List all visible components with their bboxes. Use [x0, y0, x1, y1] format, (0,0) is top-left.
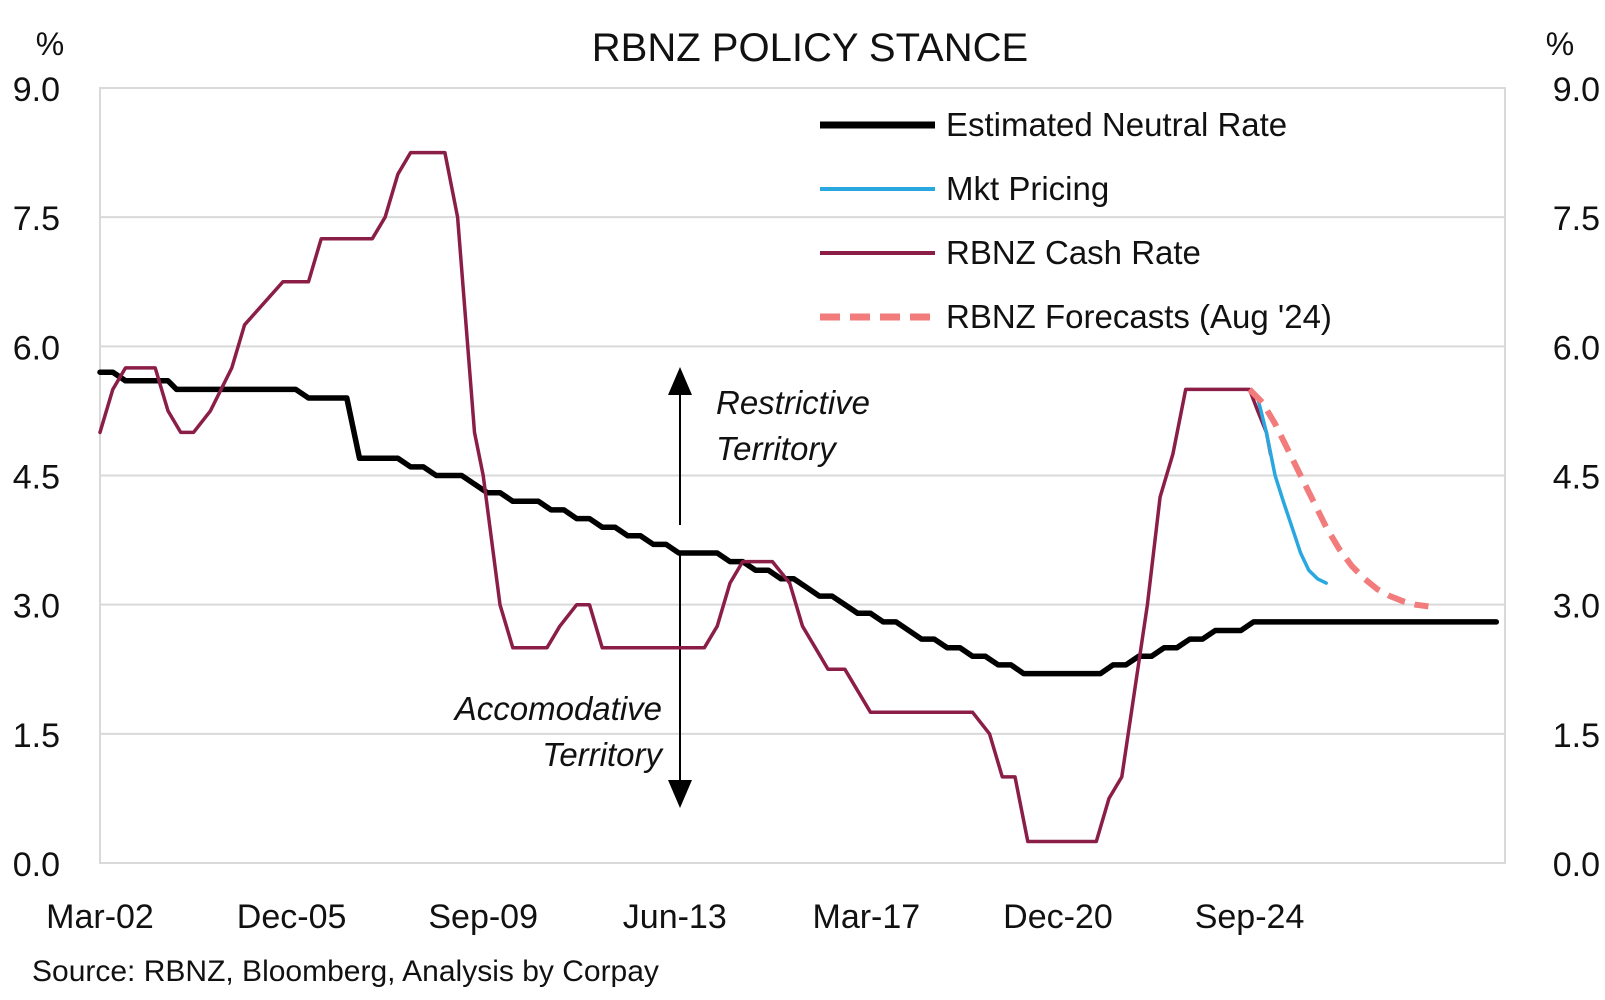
legend-label-forecast: RBNZ Forecasts (Aug '24) — [946, 298, 1332, 335]
y-tick-label-right: 7.5 — [1553, 200, 1600, 238]
legend-label-market: Mkt Pricing — [946, 170, 1109, 207]
x-tick-label: Mar-17 — [813, 898, 921, 936]
legend-label-cash: RBNZ Cash Rate — [946, 234, 1201, 271]
x-tick-label: Jun-13 — [623, 898, 727, 936]
accommodative-label-line1: Accomodative — [453, 690, 662, 727]
series-line-cash — [98, 150, 1273, 844]
axis-ticks: 0.0 0.0 1.5 1.5 3.0 3.0 4.5 4.5 6.0 6.0 7.5 7.5 9.0 9… — [13, 71, 1600, 936]
y-tick-label-right: 4.5 — [1553, 459, 1600, 497]
y-tick-label-right: 3.0 — [1553, 588, 1600, 626]
y-tick-label-left: 0.0 — [13, 846, 60, 884]
x-tick-label: Sep-24 — [1195, 898, 1305, 936]
plot-frame — [99, 87, 1506, 864]
y-tick-label-left: 9.0 — [13, 71, 60, 109]
legend-label-neutral: Estimated Neutral Rate — [946, 106, 1287, 143]
legend: Estimated Neutral Rate Mkt Pricing RBNZ … — [820, 106, 1332, 335]
y-tick-label-right: 6.0 — [1553, 329, 1600, 367]
restrictive-label-line1: Restrictive — [716, 384, 870, 421]
y-tick-label-left: 3.0 — [13, 588, 60, 626]
y-tick-label-left: 1.5 — [13, 717, 60, 755]
series-lines — [97, 150, 1500, 844]
y-tick-label-right: 1.5 — [1553, 717, 1600, 755]
restrictive-arrow — [668, 367, 692, 525]
left-unit-label: % — [36, 26, 64, 62]
chart-title: RBNZ POLICY STANCE — [592, 26, 1028, 70]
accommodative-label-line2: Territory — [542, 736, 664, 773]
y-tick-label-left: 7.5 — [13, 200, 60, 238]
x-tick-label: Dec-05 — [237, 898, 347, 936]
restrictive-label-line2: Territory — [716, 430, 838, 467]
accommodative-arrow — [668, 555, 692, 808]
y-tick-label-right: 9.0 — [1553, 71, 1600, 109]
y-tick-label-left: 6.0 — [13, 329, 60, 367]
x-tick-label: Mar-02 — [46, 898, 154, 936]
source-note: Source: RBNZ, Bloomberg, Analysis by Cor… — [32, 955, 659, 988]
series-line-forecast — [1247, 387, 1429, 610]
series-line-neutral — [97, 369, 1500, 677]
x-tick-label: Sep-09 — [428, 898, 538, 936]
y-tick-label-right: 0.0 — [1553, 846, 1600, 884]
x-tick-label: Dec-20 — [1003, 898, 1113, 936]
right-unit-label: % — [1546, 26, 1574, 62]
y-tick-label-left: 4.5 — [13, 459, 60, 497]
series-line-market — [1255, 396, 1328, 585]
